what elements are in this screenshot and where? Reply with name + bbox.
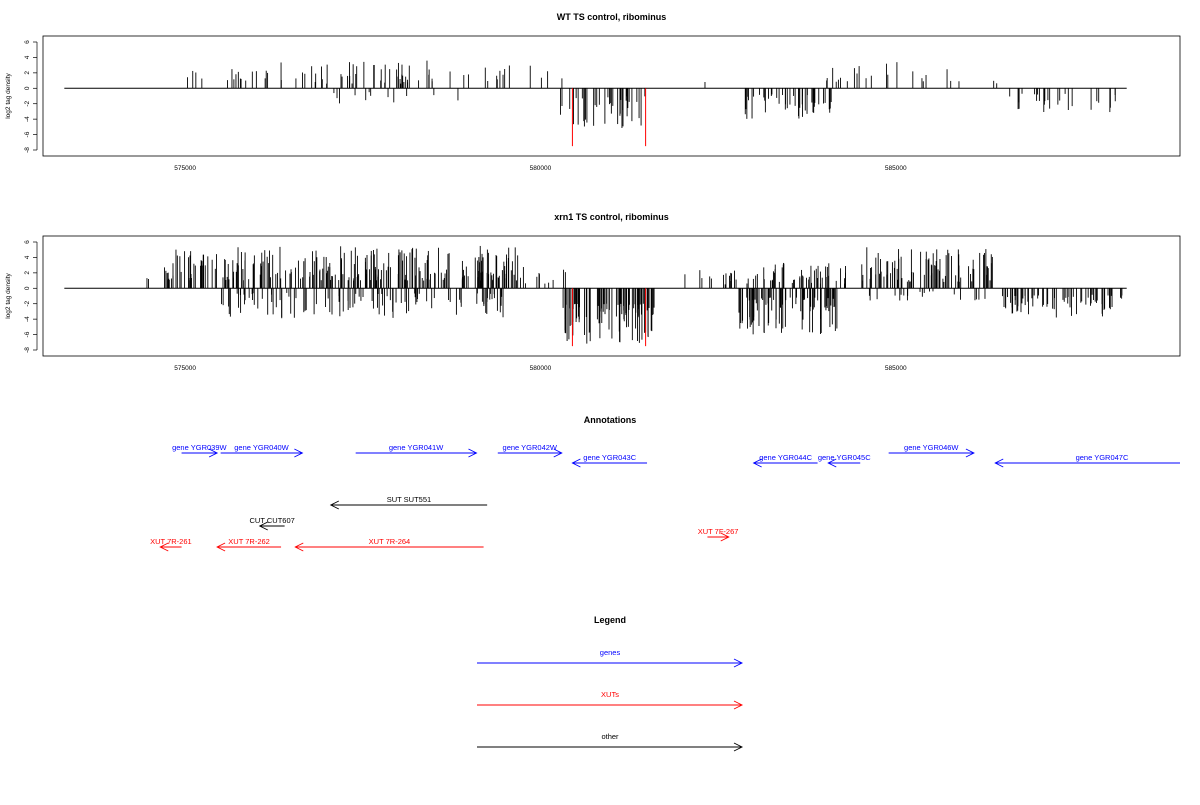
y-tick-label: -2 — [24, 100, 31, 106]
arrow-head — [294, 542, 304, 552]
feature-label: gene YGR039W — [172, 443, 227, 452]
feature-arrow: XUT 7R-262 — [216, 537, 282, 552]
feature-label: CUT CUT607 — [250, 516, 295, 525]
feature-arrow: CUT CUT607 — [250, 516, 295, 531]
x-tick-label: 585000 — [885, 365, 907, 372]
arrow-head — [216, 542, 226, 552]
feature-label: XUT 7R-264 — [369, 537, 411, 546]
feature-arrow: gene YGR045C — [818, 453, 871, 468]
y-tick-label: -8 — [24, 347, 31, 353]
y-tick-label: -4 — [24, 116, 31, 122]
feature-label: XUT 7R-261 — [150, 537, 192, 546]
feature-arrow: gene YGR043C — [571, 453, 648, 468]
arrow-head — [827, 458, 837, 468]
y-tick-label: -4 — [24, 316, 31, 322]
xrn1-coverage-panel: xrn1 TS control, ribominus -8 -6 -4 -2 0 2 4 6 lo… — [5, 212, 1181, 372]
feature-arrow: gene YGR042W — [497, 443, 563, 458]
feature-arrow: gene YGR039W — [172, 443, 227, 458]
feature-label: gene YGR047C — [1076, 453, 1129, 462]
arrow-head — [733, 742, 744, 752]
panel-title: WT TS control, ribominus — [557, 12, 667, 22]
annotations-title: Annotations — [584, 415, 637, 425]
x-axis: 575000 580000 585000 — [174, 365, 907, 372]
feature-arrow: XUT 7F-267 — [698, 527, 739, 542]
y-axis-label: log2 tag density — [5, 272, 12, 318]
legend-item: XUTs — [477, 690, 744, 710]
legend-label: other — [601, 732, 619, 741]
feature-arrow: gene YGR046W — [888, 443, 975, 458]
arrow-head — [553, 448, 563, 458]
arrow-head — [965, 448, 975, 458]
feature-label: SUT SUT551 — [387, 495, 431, 504]
y-axis: -8 -6 -4 -2 0 2 4 6 log2 tag density — [5, 40, 38, 153]
legend-panel: Legend genes XUTs other — [477, 615, 744, 752]
y-tick-label: 4 — [24, 55, 31, 59]
y-tick-label: 6 — [24, 240, 31, 244]
coverage-bars — [187, 60, 1116, 129]
legend-label: genes — [600, 648, 621, 657]
feature-arrow: gene YGR044C — [752, 453, 818, 468]
y-tick-label: 2 — [24, 71, 31, 75]
feature-label: gene YGR040W — [234, 443, 289, 452]
arrow-head — [994, 458, 1004, 468]
feature-label: XUT 7R-262 — [228, 537, 270, 546]
arrow-head — [733, 658, 744, 668]
feature-label: gene YGR046W — [904, 443, 959, 452]
panel-title: xrn1 TS control, ribominus — [554, 212, 669, 222]
annotations-panel: Annotations gene YGR039W gene YGR040W gene … — [150, 415, 1180, 552]
y-axis-label: log2 tag density — [5, 72, 12, 118]
legend-title: Legend — [594, 615, 626, 625]
x-tick-label: 580000 — [530, 365, 552, 372]
feature-label: gene YGR044C — [759, 453, 812, 462]
arrow-head — [752, 458, 762, 468]
feature-arrow: XUT 7R-261 — [150, 537, 192, 552]
y-tick-label: 6 — [24, 40, 31, 44]
arrow-head — [159, 542, 169, 552]
plot-frame — [42, 35, 1181, 157]
y-tick-label: -2 — [24, 300, 31, 306]
y-tick-label: -8 — [24, 147, 31, 153]
legend-label: XUTs — [601, 690, 619, 699]
y-axis: -8 -6 -4 -2 0 2 4 6 log2 tag density — [5, 240, 38, 353]
y-tick-label: 0 — [24, 86, 31, 90]
arrow-head — [208, 448, 219, 458]
feature-label: gene YGR041W — [389, 443, 444, 452]
feature-arrow: gene YGR047C — [994, 453, 1180, 468]
arrow-head — [571, 458, 581, 468]
feature-arrow: gene YGR040W — [220, 443, 304, 458]
feature-label: XUT 7F-267 — [698, 527, 739, 536]
feature-arrow: gene YGR041W — [355, 443, 478, 458]
coverage-bars — [146, 245, 1123, 344]
legend-item: genes — [477, 648, 744, 668]
arrow-head — [329, 500, 340, 510]
feature-label: gene YGR045C — [818, 453, 871, 462]
arrow-head — [294, 448, 304, 458]
arrow-head — [258, 521, 268, 531]
wt-coverage-panel: WT TS control, ribominus -8 -6 -4 -2 0 2 4 6 log2… — [5, 12, 1181, 172]
y-tick-label: 2 — [24, 271, 31, 275]
feature-label: gene YGR043C — [583, 453, 636, 462]
x-tick-label: 585000 — [885, 165, 907, 172]
x-tick-label: 575000 — [174, 165, 196, 172]
feature-arrow: XUT 7R-264 — [294, 537, 484, 552]
arrow-head — [720, 532, 730, 542]
y-tick-label: -6 — [24, 331, 31, 337]
legend-item: other — [477, 732, 744, 752]
plot-frame — [42, 235, 1181, 357]
arrow-head — [733, 700, 744, 710]
x-tick-label: 575000 — [174, 365, 196, 372]
feature-label: gene YGR042W — [503, 443, 558, 452]
arrow-head — [468, 448, 478, 458]
x-axis: 575000 580000 585000 — [174, 165, 907, 172]
x-tick-label: 580000 — [530, 165, 552, 172]
y-tick-label: 4 — [24, 255, 31, 259]
feature-arrow: SUT SUT551 — [329, 495, 488, 510]
y-tick-label: -6 — [24, 131, 31, 137]
y-tick-label: 0 — [24, 286, 31, 290]
